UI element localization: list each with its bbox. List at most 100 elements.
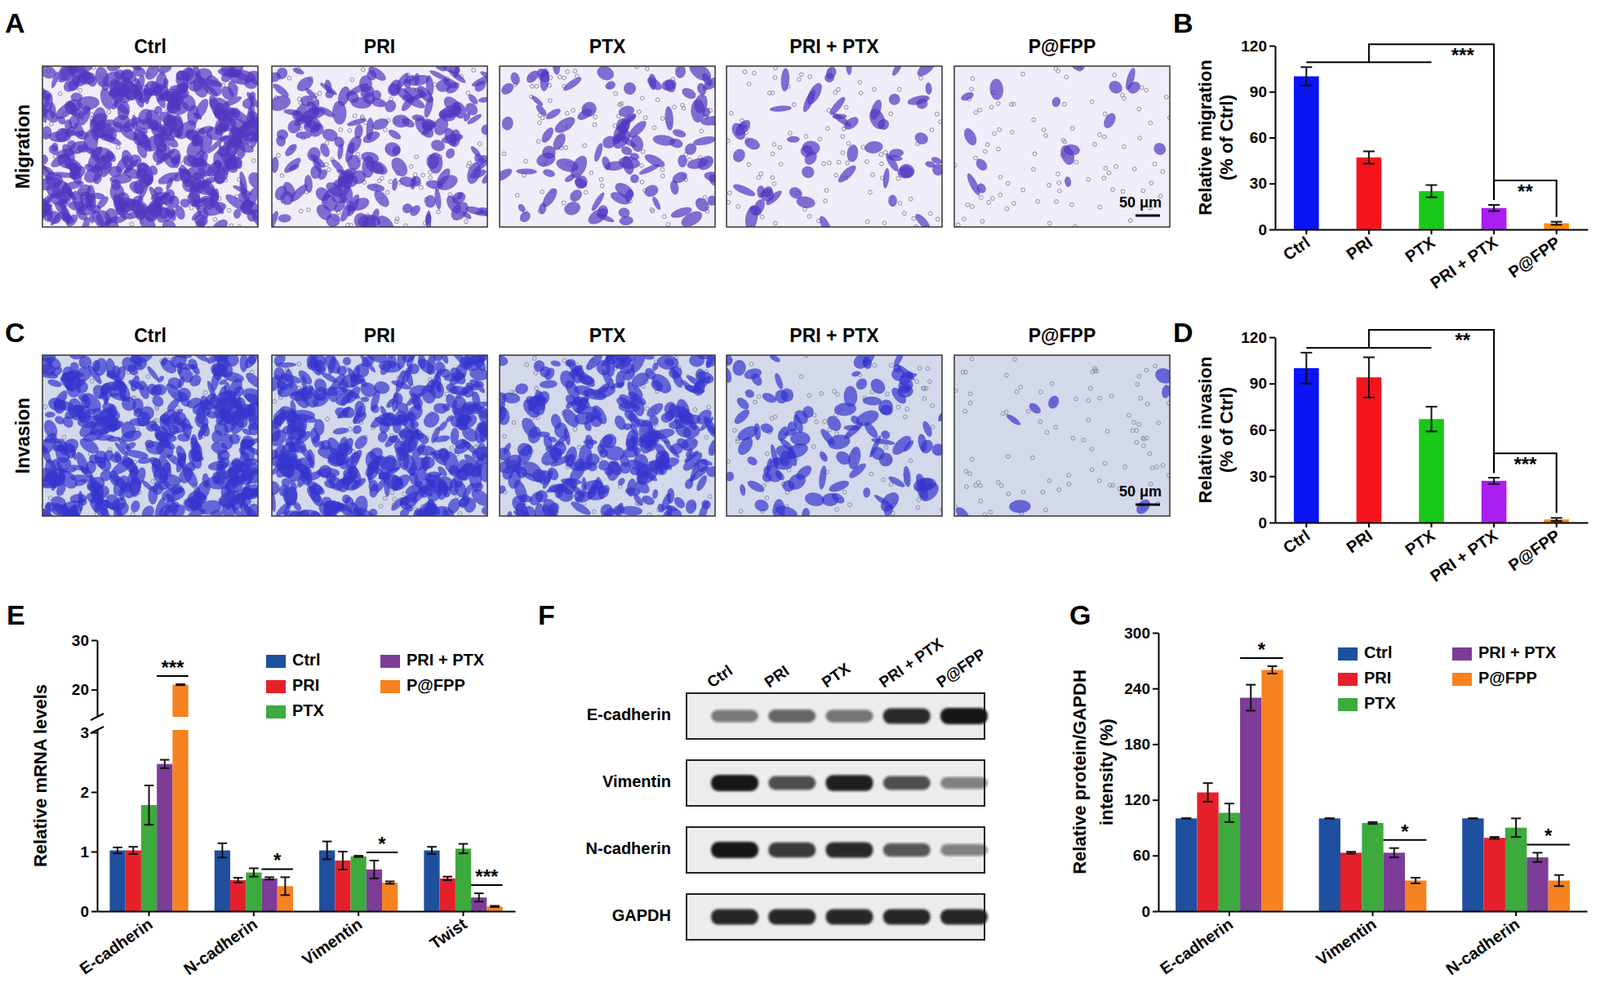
stained-cell bbox=[533, 66, 552, 85]
stained-cell bbox=[60, 71, 84, 95]
pore bbox=[935, 217, 940, 222]
pore bbox=[1057, 181, 1062, 186]
pore bbox=[457, 511, 463, 516]
stained-cell bbox=[131, 114, 139, 132]
stained-cell bbox=[246, 355, 258, 366]
stained-cell bbox=[437, 107, 458, 124]
pore bbox=[1031, 167, 1036, 172]
pore bbox=[759, 171, 764, 176]
pore bbox=[727, 191, 732, 196]
stained-cell bbox=[288, 182, 311, 205]
stained-cell bbox=[887, 92, 903, 107]
pore bbox=[770, 90, 775, 95]
stained-cell bbox=[677, 154, 688, 168]
pore bbox=[360, 67, 365, 72]
pore bbox=[1132, 167, 1137, 172]
pore bbox=[287, 75, 292, 80]
stained-cell bbox=[973, 156, 990, 174]
pore bbox=[982, 149, 987, 154]
stained-cell bbox=[196, 194, 211, 205]
pore bbox=[995, 101, 1000, 106]
pore bbox=[826, 160, 832, 165]
pore bbox=[817, 137, 823, 142]
pore bbox=[272, 399, 277, 404]
stained-cell bbox=[692, 134, 716, 147]
stained-cell bbox=[142, 66, 163, 83]
stained-cell bbox=[137, 457, 152, 465]
stained-cell bbox=[68, 443, 79, 461]
pore bbox=[965, 202, 970, 207]
stained-cell bbox=[425, 178, 445, 191]
pore bbox=[600, 183, 605, 188]
pore bbox=[660, 116, 665, 121]
pore bbox=[955, 222, 960, 227]
stained-cell bbox=[88, 482, 112, 502]
stained-cell bbox=[145, 364, 160, 383]
stained-cell bbox=[135, 106, 156, 127]
pore bbox=[388, 179, 393, 184]
stained-cell bbox=[81, 429, 104, 445]
pore bbox=[464, 219, 469, 224]
stained-cell bbox=[77, 67, 94, 84]
pore bbox=[991, 196, 996, 201]
image-background bbox=[726, 66, 943, 227]
stained-cell bbox=[827, 94, 848, 117]
pore bbox=[970, 204, 975, 209]
stained-cell bbox=[420, 120, 439, 137]
stained-cell bbox=[179, 463, 201, 490]
pore bbox=[1070, 126, 1075, 131]
stained-cell bbox=[44, 411, 56, 418]
stained-cell bbox=[244, 206, 258, 225]
stained-cell bbox=[163, 380, 187, 405]
pore bbox=[1012, 201, 1017, 206]
stained-cell bbox=[1063, 176, 1072, 188]
stained-cell bbox=[271, 156, 280, 174]
stained-cell bbox=[328, 157, 346, 175]
pore bbox=[613, 91, 618, 96]
stained-cell bbox=[1050, 96, 1062, 109]
pore bbox=[777, 145, 783, 150]
stained-cell bbox=[924, 160, 937, 169]
stained-cell bbox=[129, 499, 142, 514]
stained-cell bbox=[48, 102, 57, 119]
stained-cell bbox=[897, 165, 915, 180]
stained-cell bbox=[618, 215, 634, 226]
stained-cell bbox=[281, 155, 303, 176]
pore bbox=[773, 75, 778, 80]
pore bbox=[773, 221, 778, 226]
stained-cell bbox=[700, 71, 715, 89]
stained-cell bbox=[240, 456, 258, 468]
stained-cell bbox=[191, 497, 205, 512]
pore bbox=[43, 404, 48, 409]
stained-cell bbox=[366, 66, 389, 84]
image-background bbox=[42, 66, 258, 227]
pore bbox=[155, 406, 160, 411]
stained-cell bbox=[800, 88, 818, 114]
stained-cell bbox=[197, 157, 209, 169]
stained-cell bbox=[152, 383, 168, 396]
pore bbox=[996, 146, 1001, 152]
stained-cell bbox=[218, 84, 236, 103]
stained-cell bbox=[552, 66, 561, 76]
stained-cell bbox=[542, 168, 556, 178]
stained-cell bbox=[230, 504, 247, 516]
stained-cell bbox=[133, 76, 146, 101]
stained-cell bbox=[173, 204, 187, 222]
pore bbox=[466, 164, 471, 169]
pore bbox=[643, 115, 648, 120]
stained-cell bbox=[400, 201, 415, 216]
stained-cell bbox=[1101, 111, 1118, 130]
stained-cell bbox=[888, 148, 904, 158]
stained-cell bbox=[585, 204, 611, 227]
stained-cell bbox=[344, 133, 365, 156]
stained-cell bbox=[567, 186, 585, 205]
stained-cell bbox=[211, 355, 232, 365]
stained-cell bbox=[136, 212, 159, 227]
image-frame bbox=[42, 66, 258, 227]
stained-cell bbox=[835, 162, 859, 185]
pore bbox=[338, 127, 343, 132]
stained-cell bbox=[387, 154, 411, 179]
stained-cell bbox=[171, 168, 187, 184]
stained-cell bbox=[604, 79, 618, 92]
stained-cell bbox=[195, 405, 206, 425]
